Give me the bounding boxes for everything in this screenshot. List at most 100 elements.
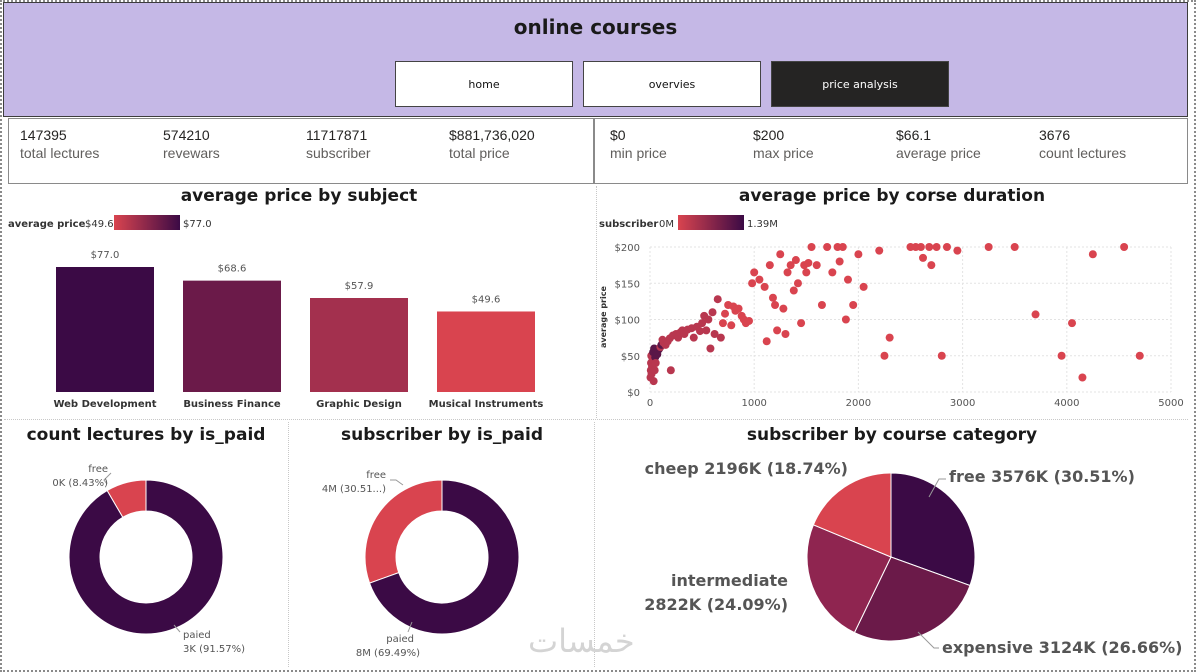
donut-subscriber-visual[interactable]: subscriber by is_paid free 4M (30.51...)…	[290, 422, 594, 667]
kpi-total-lectures: 147395 total lectures	[20, 127, 100, 161]
scatter-point-103	[984, 243, 993, 251]
scatter-point-86	[843, 275, 852, 284]
scatter-xtick-3: 3000	[950, 398, 975, 409]
scatter-point-58	[755, 275, 764, 284]
scatter-point-65	[776, 250, 785, 259]
pie-title: subscriber by course category	[746, 425, 1038, 445]
scatter-point-71	[791, 256, 800, 265]
scatter-point-69	[786, 261, 795, 270]
scatter-chart-visual[interactable]: average price by corse duration subscrib…	[596, 184, 1188, 416]
scatter-chart-title: average price by corse duration	[738, 186, 1046, 206]
header-banner: online courses home overvies price analy…	[3, 2, 1188, 117]
pie-label-cheep: cheep 2196K (18.74%)	[645, 459, 848, 478]
scatter-point-101	[942, 243, 951, 251]
scatter-point-81	[828, 268, 837, 277]
scatter-point-51	[734, 304, 743, 313]
scatter-point-42	[710, 330, 719, 338]
kpi-count-lectures: 3676 count lectures	[1039, 127, 1127, 161]
scatter-point-104	[1010, 243, 1019, 251]
scatter-point-38	[702, 326, 711, 335]
donut2-free-name: free	[366, 470, 386, 481]
donut2-paid-value: 8M (69.49%)	[356, 648, 420, 659]
scatter-chart-svg: subscriber 0M 1.39M average price $0 $50 $…	[599, 215, 1184, 409]
scatter-point-80	[823, 243, 832, 251]
nav-home-button[interactable]: home	[395, 61, 573, 107]
scatter-point-75	[802, 268, 811, 277]
bar-chart-svg: average price $49.6 $77.0 $77.0 Web Devel…	[8, 215, 544, 410]
scatter-point-76	[804, 258, 813, 267]
scatter-point-48	[727, 321, 736, 330]
scatter-point-35	[696, 327, 705, 336]
bar-1	[183, 280, 281, 392]
kpi-max-price: $200 max price	[753, 127, 814, 161]
scatter-ytick-2: $100	[615, 316, 640, 327]
scatter-xtick-1: 1000	[741, 398, 766, 409]
donut2-slice-free	[364, 479, 443, 584]
scatter-point-70	[789, 286, 798, 295]
nav-price-analysis-button[interactable]: price analysis	[771, 61, 949, 107]
donut1-free-value: 0K (8.43%)	[52, 478, 108, 489]
pie-label-expensive: expensive 3124K (26.66%)	[942, 638, 1183, 657]
donut1-paid-value: 3K (91.57%)	[183, 644, 245, 655]
donut2-free-value: 4M (30.51...)	[322, 484, 386, 495]
scatter-point-84	[838, 243, 847, 251]
scatter-point-85	[841, 315, 850, 324]
scatter-ytick-3: $150	[615, 279, 640, 290]
scatter-point-95	[916, 243, 925, 251]
watermark-logo: خمسات	[528, 622, 635, 660]
scatter-point-12	[651, 359, 660, 367]
scatter-point-39	[704, 315, 713, 324]
scatter-point-96	[919, 253, 928, 262]
donut2-paid-name: paied	[386, 634, 414, 645]
bar-chart-title: average price by subject	[180, 186, 418, 206]
bar-2	[310, 298, 408, 392]
bar-category-label-3: Musical Instruments	[429, 399, 544, 410]
scatter-point-102	[953, 246, 962, 255]
donut2-title: subscriber by is_paid	[340, 425, 544, 445]
bar-0	[56, 267, 154, 392]
scatter-point-72	[793, 279, 802, 288]
pie3-slice-intermediate	[806, 524, 892, 634]
scatter-point-8	[649, 377, 658, 386]
bar-legend-gradient	[114, 215, 180, 230]
scatter-point-61	[765, 261, 774, 270]
bar-value-label-2: $57.9	[345, 281, 374, 292]
bar-legend-max: $77.0	[183, 219, 212, 230]
scatter-point-88	[854, 250, 863, 259]
scatter-point-56	[748, 279, 757, 288]
scatter-point-67	[781, 330, 790, 338]
scatter-point-46	[721, 309, 730, 318]
bar-legend-min: $49.6	[85, 219, 114, 230]
bar-value-label-0: $77.0	[91, 250, 120, 261]
bar-chart-visual[interactable]: average price by subject average price $…	[4, 184, 594, 416]
scatter-point-83	[835, 257, 844, 266]
bar-category-label-0: Web Development	[53, 399, 156, 410]
scatter-ytick-4: $200	[615, 243, 640, 254]
bar-category-label-1: Business Finance	[183, 399, 281, 410]
scatter-point-10	[650, 366, 659, 375]
scatter-xtick-0: 0	[647, 398, 653, 409]
pie-category-visual[interactable]: subscriber by course category free 3576K…	[596, 422, 1188, 667]
scatter-point-90	[875, 246, 884, 255]
scatter-point-108	[1078, 373, 1087, 382]
scatter-point-107	[1068, 319, 1077, 328]
scatter-xtick-5: 5000	[1158, 398, 1183, 409]
donut-lectures-visual[interactable]: count lectures by is_paid free 0K (8.43%…	[4, 422, 288, 667]
donut1-paid-name: paied	[183, 630, 211, 641]
kpi-total-price: $881,736,020 total price	[449, 127, 535, 161]
scatter-point-110	[1120, 243, 1129, 251]
pie3-slice-free	[890, 472, 976, 587]
scatter-legend-gradient	[678, 215, 744, 230]
donut1-slice-paied	[68, 479, 224, 635]
scatter-legend-max: 1.39M	[747, 219, 778, 230]
scatter-point-36	[698, 319, 707, 328]
scatter-point-60	[762, 337, 771, 346]
scatter-point-43	[713, 295, 722, 304]
scatter-y-axis-label: average price	[599, 286, 608, 348]
scatter-point-105	[1031, 310, 1040, 319]
nav-overview-button[interactable]: overvies	[583, 61, 761, 107]
scatter-point-59	[760, 282, 769, 291]
scatter-point-98	[927, 261, 936, 270]
scatter-point-44	[716, 333, 725, 342]
scatter-ytick-1: $50	[621, 352, 640, 363]
